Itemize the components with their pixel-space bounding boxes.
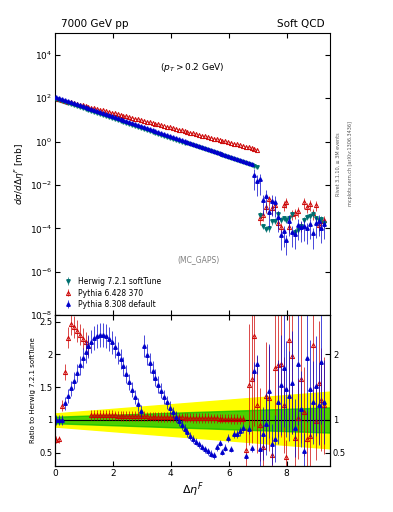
Legend: Herwig 7.2.1 softTune, Pythia 6.428 370, Pythia 8.308 default: Herwig 7.2.1 softTune, Pythia 6.428 370,…	[59, 275, 163, 311]
Text: Rivet 3.1.10, ≥ 3M events: Rivet 3.1.10, ≥ 3M events	[336, 132, 341, 196]
Text: $(p_T > 0.2\ \mathrm{GeV})$: $(p_T > 0.2\ \mathrm{GeV})$	[160, 61, 225, 74]
X-axis label: $\Delta\eta^F$: $\Delta\eta^F$	[182, 480, 204, 499]
Y-axis label: Ratio to Herwig 7.2.1 softTune: Ratio to Herwig 7.2.1 softTune	[30, 337, 36, 443]
Text: 7000 GeV pp: 7000 GeV pp	[61, 19, 128, 29]
Text: Soft QCD: Soft QCD	[277, 19, 325, 29]
Text: mcplots.cern.ch [arXiv:1306.3436]: mcplots.cern.ch [arXiv:1306.3436]	[348, 121, 353, 206]
Y-axis label: $d\sigma/d\Delta\eta^F$ [mb]: $d\sigma/d\Delta\eta^F$ [mb]	[13, 143, 27, 205]
Text: (MC_GAPS): (MC_GAPS)	[177, 255, 219, 264]
